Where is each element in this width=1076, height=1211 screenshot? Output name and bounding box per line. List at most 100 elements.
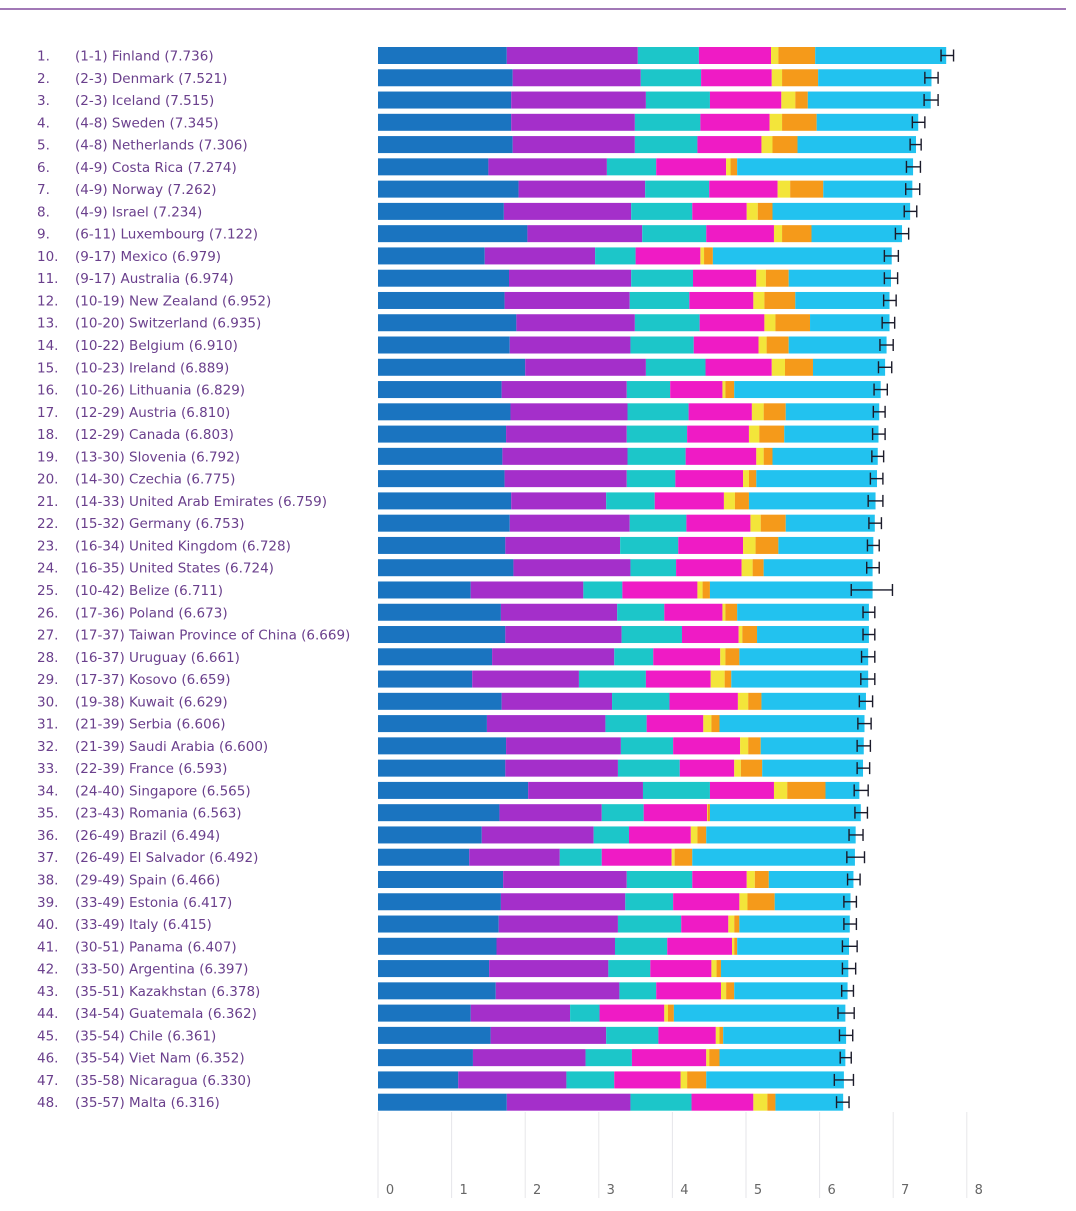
bar-segment	[378, 804, 500, 822]
country-label: (26-49) Brazil (6.494)	[75, 828, 220, 844]
bar-segment	[378, 737, 507, 755]
bar-segment	[765, 269, 789, 287]
bar-segment	[378, 937, 497, 955]
bar-segment	[500, 893, 626, 911]
bar-segment	[761, 692, 866, 710]
bar-segment	[785, 514, 875, 532]
bar-segment	[782, 113, 817, 131]
error-bar	[854, 806, 869, 819]
bar-segment	[378, 670, 473, 688]
bar-segment	[709, 180, 778, 198]
bar-segment	[634, 136, 698, 154]
bar-segment	[484, 247, 596, 265]
bar-segment	[378, 648, 493, 666]
bar-segment	[775, 1093, 844, 1111]
bar-segment	[739, 915, 850, 933]
bar-segment	[378, 269, 510, 287]
error-bar	[923, 94, 939, 107]
bar-segment	[511, 113, 635, 131]
bar-segment	[784, 425, 879, 443]
bar-segment	[601, 848, 672, 866]
bar-segment	[646, 715, 704, 733]
bar-segment	[810, 314, 890, 332]
bar-segment	[605, 715, 647, 733]
x-tick-label: 0	[386, 1183, 394, 1198]
bar-segment	[630, 1093, 692, 1111]
rank-label: 30.	[37, 694, 58, 710]
bar-segment	[693, 269, 757, 287]
bar-segment	[748, 692, 762, 710]
bar-segment	[706, 1049, 710, 1067]
bar-segment	[704, 247, 713, 265]
bar-segment	[752, 559, 764, 577]
bar-segment	[734, 982, 848, 1000]
rank-label: 3.	[37, 93, 50, 109]
bar-segment	[622, 581, 698, 599]
bar-segment	[656, 982, 721, 1000]
bar-segment	[630, 559, 677, 577]
bar-segment	[626, 425, 688, 443]
bar-segment	[378, 692, 502, 710]
country-label: (16-37) Uruguay (6.661)	[75, 650, 240, 666]
bar-segment	[578, 670, 646, 688]
bar-segment	[528, 781, 643, 799]
rank-label: 38.	[37, 872, 58, 888]
row-labels: 1. (1-1) Finland (7.736) 2. (2-3) Denmark (…	[37, 49, 350, 1112]
bar-segment	[697, 136, 762, 154]
bar-segment	[823, 180, 913, 198]
bar-segment	[645, 670, 711, 688]
bar-segment	[732, 937, 735, 955]
country-label: (10-22) Belgium (6.910)	[75, 338, 238, 354]
bar-segment	[470, 581, 584, 599]
error-bar	[868, 517, 883, 530]
error-bar	[894, 227, 910, 240]
bar-segment	[703, 715, 712, 733]
error-bar	[909, 138, 922, 151]
country-label: (33-50) Argentina (6.397)	[75, 962, 248, 978]
bar-segment	[499, 804, 602, 822]
error-bar	[839, 1051, 852, 1064]
bar-segment	[470, 1004, 571, 1022]
bar-segment	[606, 492, 655, 510]
bar-segment	[378, 381, 502, 399]
rank-label: 26.	[37, 605, 58, 621]
bar-segment	[506, 425, 627, 443]
bar-segment	[734, 381, 881, 399]
bar-segment	[626, 470, 676, 488]
bar-segment	[642, 225, 707, 243]
bar-segment	[674, 848, 693, 866]
bar-segment	[606, 1026, 659, 1044]
bar-segment	[731, 670, 869, 688]
country-label: (2-3) Denmark (7.521)	[75, 71, 227, 87]
bar-segment	[634, 314, 700, 332]
bar-segment	[785, 358, 813, 376]
bar-segment	[722, 381, 726, 399]
bar-segment	[740, 737, 749, 755]
bar-segment	[489, 960, 609, 978]
bar-segment	[719, 1026, 724, 1044]
bar-segment	[788, 336, 887, 354]
bar-segment	[818, 69, 932, 87]
bar-segment	[378, 915, 499, 933]
bar-segment	[506, 737, 621, 755]
bar-segment	[378, 559, 514, 577]
bar-segment	[378, 91, 512, 109]
bar-segment	[635, 247, 701, 265]
bar-segment	[505, 759, 618, 777]
bar-segment	[724, 670, 732, 688]
bar-segment	[751, 403, 764, 421]
country-label: (10-26) Lithuania (6.829)	[75, 383, 245, 399]
rank-label: 13.	[37, 316, 58, 332]
bar-segment	[723, 492, 735, 510]
rank-label: 27.	[37, 628, 58, 644]
bar-segment	[725, 381, 735, 399]
bar-segment	[723, 1026, 847, 1044]
country-label: (16-34) United Kingdom (6.728)	[75, 538, 291, 554]
rank-label: 2.	[37, 71, 50, 87]
bar-segment	[719, 715, 865, 733]
bar-segment	[701, 69, 772, 87]
bar-segment	[734, 759, 741, 777]
bar-segment	[378, 1049, 473, 1067]
bar-segment	[506, 1093, 631, 1111]
bar-segment	[715, 1026, 720, 1044]
